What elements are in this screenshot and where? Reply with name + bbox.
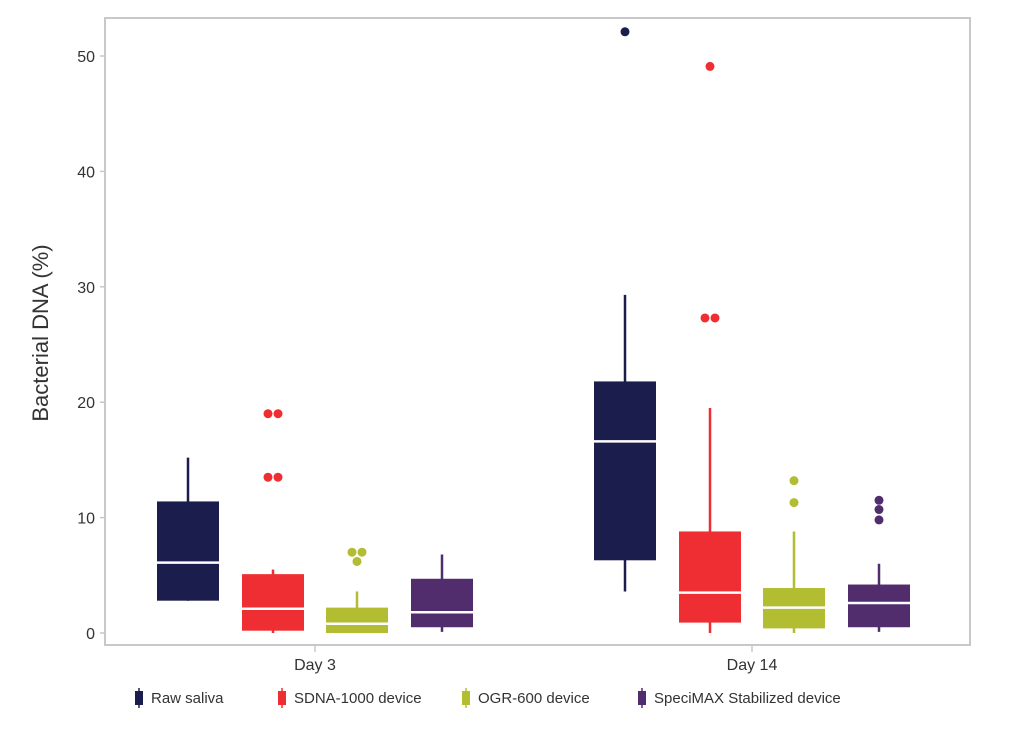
outlier-point — [273, 472, 283, 482]
box-specimax-stabilized-device-day-3 — [411, 554, 473, 632]
outlier-point — [273, 409, 283, 419]
outlier-point — [700, 313, 710, 323]
legend-item: SDNA-1000 device — [278, 688, 422, 708]
legend-key — [278, 691, 286, 705]
outlier-point — [874, 505, 884, 515]
y-tick-label: 20 — [77, 395, 95, 412]
outlier-point — [357, 547, 367, 557]
x-tick-label: Day 14 — [727, 657, 778, 674]
legend-label: SDNA-1000 device — [294, 690, 422, 707]
outlier-point — [874, 495, 884, 505]
legend-label: OGR-600 device — [478, 690, 590, 707]
box-raw-saliva-day-3 — [157, 457, 219, 601]
y-tick-label: 10 — [77, 511, 95, 528]
outlier-point — [710, 313, 720, 323]
outlier-point — [352, 556, 362, 566]
box-ogr-600-device-day-3 — [326, 547, 388, 633]
box — [157, 501, 219, 601]
y-tick-label: 50 — [77, 49, 95, 66]
outlier-point — [705, 61, 715, 71]
box — [848, 584, 910, 628]
outlier-point — [347, 547, 357, 557]
box-ogr-600-device-day-14 — [763, 476, 825, 633]
outlier-point — [789, 476, 799, 486]
y-tick-label: 40 — [77, 164, 95, 181]
outlier-point — [263, 472, 273, 482]
box — [679, 531, 741, 623]
outlier-point — [789, 498, 799, 508]
outlier-point — [263, 409, 273, 419]
y-tick-label: 30 — [77, 280, 95, 297]
legend-label: SpeciMAX Stabilized device — [654, 690, 841, 707]
box-sdna-1000-device-day-3 — [242, 409, 304, 633]
box — [242, 574, 304, 631]
y-tick-label: 0 — [86, 626, 95, 643]
box-raw-saliva-day-14 — [594, 27, 656, 592]
legend-key — [135, 691, 143, 705]
outlier-point — [874, 515, 884, 525]
legend-item: OGR-600 device — [462, 688, 590, 708]
legend-key — [638, 691, 646, 705]
box — [411, 578, 473, 628]
plot-frame — [104, 17, 971, 646]
legend-label: Raw saliva — [151, 690, 224, 707]
box-specimax-stabilized-device-day-14 — [848, 495, 910, 632]
box — [594, 381, 656, 561]
legend-item: SpeciMAX Stabilized device — [638, 688, 841, 708]
legend-key — [462, 691, 470, 705]
outlier-point — [620, 27, 630, 37]
box — [326, 607, 388, 633]
box-sdna-1000-device-day-14 — [679, 61, 741, 633]
y-axis-label: Bacterial DNA (%) — [28, 244, 53, 421]
legend-item: Raw saliva — [135, 688, 224, 708]
x-tick-label: Day 3 — [294, 657, 336, 674]
